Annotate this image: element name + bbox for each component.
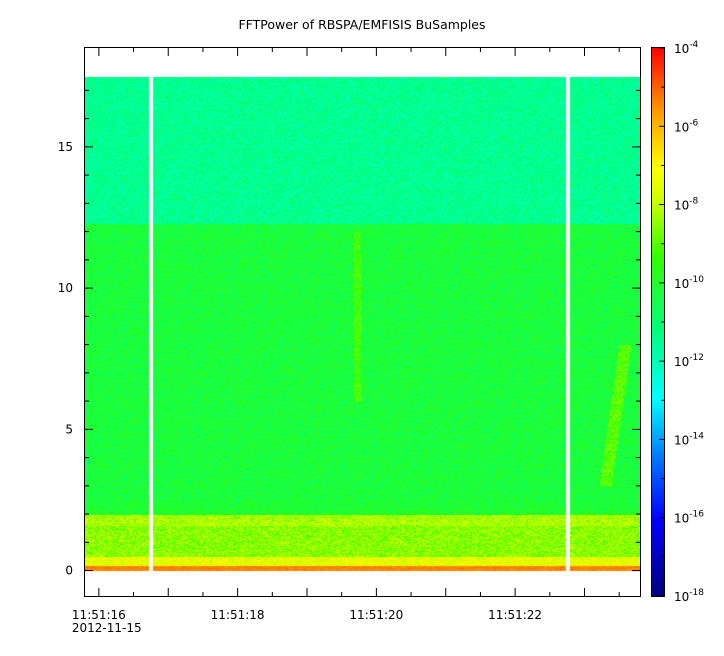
colorbar-tick-label: 10-6 [674, 118, 699, 134]
x-tick-label: 11:51:20 [349, 608, 403, 622]
spectrogram-image [85, 48, 640, 596]
x-tick-label: 11:51:22 [488, 608, 542, 622]
colorbar [652, 48, 664, 596]
chart-title: FFTPower of RBSPA/EMFISIS BuSamples [238, 17, 486, 32]
x-tick-label: 11:51:18 [211, 608, 265, 622]
colorbar-tick-label: 10-8 [674, 197, 699, 213]
colorbar-tick-label: 10-12 [674, 353, 704, 369]
x-date-label: 2012-11-15 [72, 621, 142, 635]
colorbar-tick-label: 10-4 [674, 40, 699, 56]
colorbar-tick-label: 10-14 [674, 431, 704, 447]
y-tick-label: 5 [65, 422, 73, 436]
y-tick-label: 0 [65, 564, 73, 578]
colorbar-tick-label: 10-10 [674, 275, 704, 291]
colorbar-tick-label: 10-16 [674, 510, 704, 526]
x-tick-label: 11:51:16 [72, 608, 126, 622]
y-tick-label: 10 [58, 281, 73, 295]
colorbar-tick-label: 10-18 [674, 588, 704, 604]
colorbar-frame [651, 47, 665, 597]
y-tick-label: 15 [58, 140, 73, 154]
